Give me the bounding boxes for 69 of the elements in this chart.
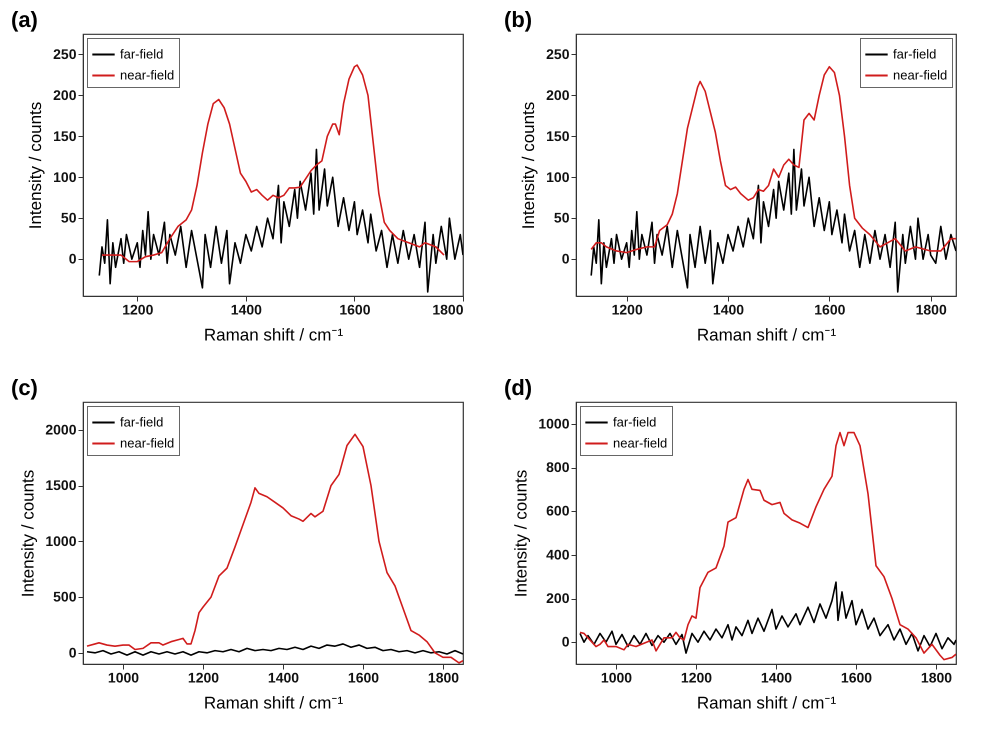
x-tick-label: 1000 bbox=[108, 670, 140, 686]
y-tick-label: 1500 bbox=[45, 477, 77, 494]
line-series bbox=[590, 148, 956, 293]
y-tick-label: 100 bbox=[546, 168, 570, 185]
legend-label: far-field bbox=[613, 414, 656, 430]
y-axis-title: Intensity / counts bbox=[18, 470, 38, 598]
y-tick-label: 1000 bbox=[45, 532, 77, 549]
x-tick-label: 1200 bbox=[188, 670, 220, 686]
y-tick-label: 2000 bbox=[45, 421, 77, 438]
y-tick-label: 0 bbox=[562, 250, 570, 267]
y-tick-label: 50 bbox=[554, 210, 570, 226]
x-axis-title: Raman shift / cm⁻¹ bbox=[696, 326, 836, 344]
x-tick-label: 1400 bbox=[712, 302, 744, 318]
y-tick-label: 250 bbox=[546, 46, 570, 62]
y-tick-label: 200 bbox=[546, 590, 570, 606]
y-tick-label: 50 bbox=[60, 210, 77, 226]
y-tick-label: 400 bbox=[546, 546, 570, 562]
x-axis-title: Raman shift / cm⁻¹ bbox=[204, 694, 344, 712]
y-tick-label: 500 bbox=[53, 588, 77, 605]
line-series bbox=[579, 432, 956, 660]
x-tick-label: 1400 bbox=[230, 302, 262, 318]
line-series bbox=[101, 64, 445, 262]
line-series bbox=[86, 434, 463, 664]
y-tick-label: 600 bbox=[546, 502, 570, 519]
x-tick-label: 1200 bbox=[612, 302, 643, 318]
x-tick-label: 1400 bbox=[268, 670, 300, 686]
y-tick-label: 150 bbox=[53, 128, 77, 144]
legend-label: far-field bbox=[120, 46, 164, 62]
x-tick-label: 1800 bbox=[428, 670, 460, 686]
y-tick-label: 1000 bbox=[538, 415, 570, 432]
x-tick-label: 1800 bbox=[916, 302, 947, 318]
x-tick-label: 1800 bbox=[432, 302, 464, 318]
legend-label: far-field bbox=[893, 46, 936, 62]
y-axis-title: Intensity / counts bbox=[519, 102, 538, 230]
legend-label: near-field bbox=[120, 68, 174, 82]
y-tick-label: 200 bbox=[546, 86, 570, 103]
x-axis-title: Raman shift / cm⁻¹ bbox=[696, 694, 836, 712]
legend-label: near-field bbox=[613, 436, 668, 450]
line-series bbox=[98, 148, 463, 293]
line-series bbox=[590, 66, 956, 254]
y-tick-label: 200 bbox=[53, 86, 77, 103]
x-tick-label: 1600 bbox=[348, 670, 380, 686]
x-tick-label: 1000 bbox=[600, 670, 632, 686]
legend-label: far-field bbox=[120, 414, 164, 430]
chart-title: (b) bbox=[504, 7, 532, 32]
y-tick-label: 100 bbox=[53, 168, 77, 185]
x-tick-label: 1200 bbox=[680, 670, 712, 686]
x-tick-label: 1400 bbox=[760, 670, 792, 686]
y-tick-label: 0 bbox=[562, 634, 570, 650]
y-tick-label: 0 bbox=[68, 644, 77, 660]
x-tick-label: 1800 bbox=[920, 670, 952, 686]
line-series bbox=[579, 581, 956, 654]
y-tick-label: 250 bbox=[53, 46, 77, 62]
y-tick-label: 150 bbox=[546, 128, 570, 144]
chart-title: (d) bbox=[504, 375, 532, 400]
legend-label: near-field bbox=[893, 68, 948, 82]
y-tick-label: 800 bbox=[546, 459, 570, 475]
legend-label: near-field bbox=[120, 436, 174, 450]
y-axis-title: Intensity / counts bbox=[511, 470, 530, 598]
x-tick-label: 1600 bbox=[840, 670, 872, 686]
x-tick-label: 1600 bbox=[814, 302, 846, 318]
x-tick-label: 1600 bbox=[339, 302, 371, 318]
x-axis-title: Raman shift / cm⁻¹ bbox=[204, 326, 344, 344]
y-axis-title: Intensity / counts bbox=[26, 102, 46, 230]
x-tick-label: 1200 bbox=[122, 302, 154, 318]
chart-title: (a) bbox=[11, 7, 38, 32]
line-series bbox=[86, 643, 463, 656]
chart-title: (c) bbox=[11, 375, 38, 400]
y-tick-label: 0 bbox=[68, 250, 77, 267]
